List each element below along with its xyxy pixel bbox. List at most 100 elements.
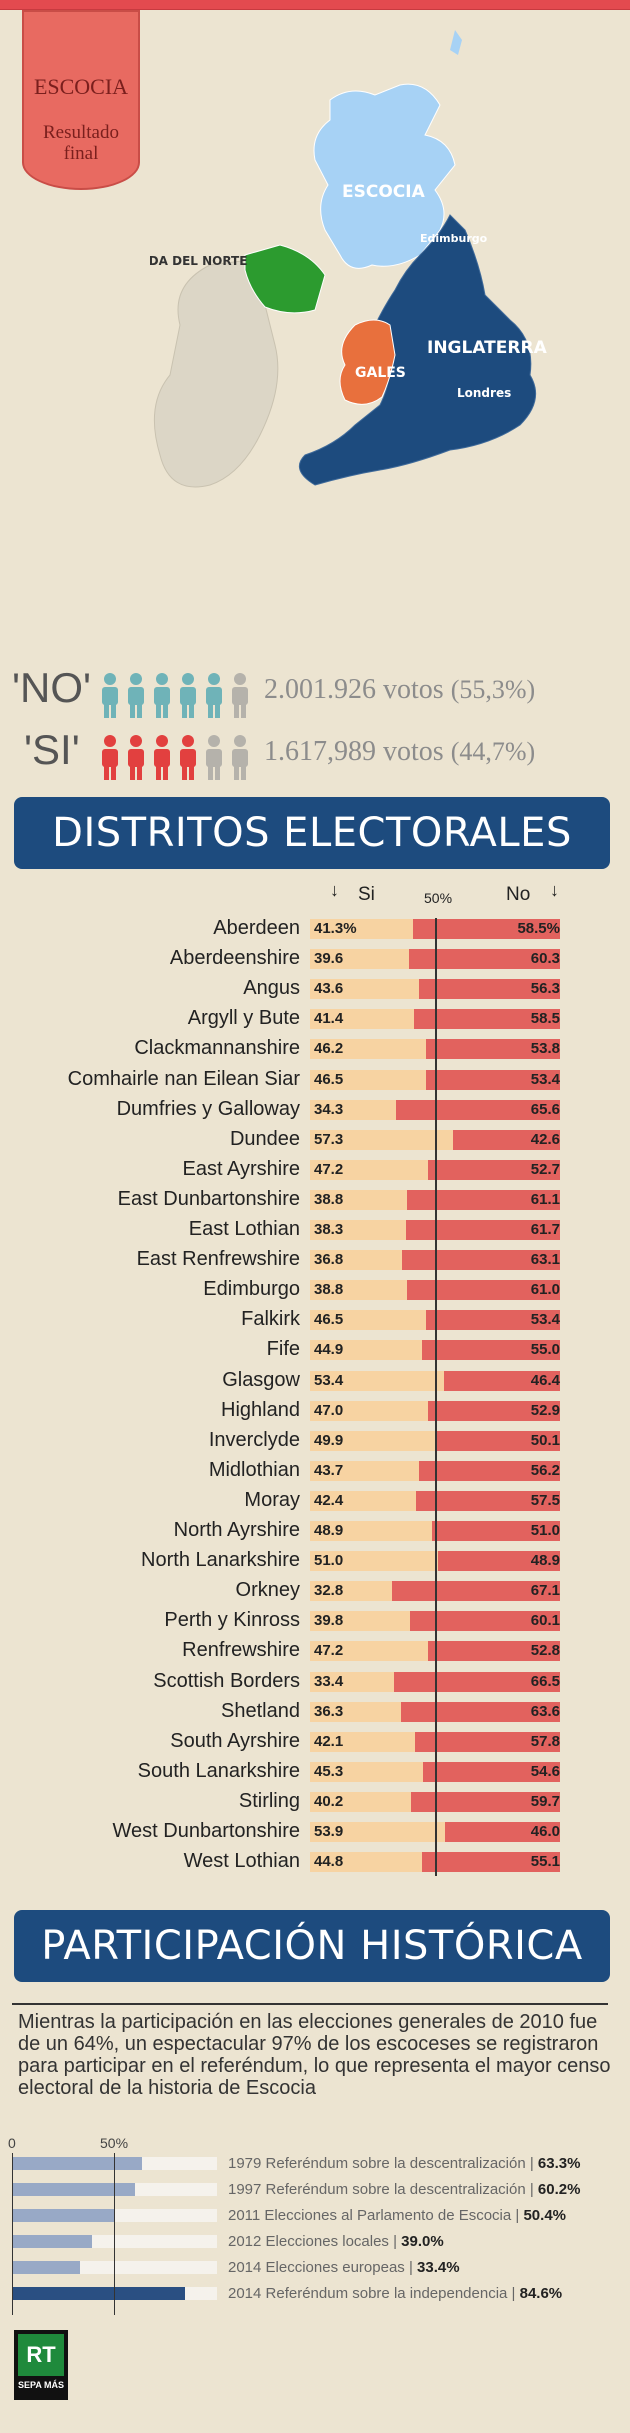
si-bar xyxy=(310,1731,416,1752)
si-value-label: 47.0 xyxy=(314,1401,344,1419)
si-value-label: 36.8 xyxy=(314,1251,344,1269)
person-icon xyxy=(154,735,170,780)
no-bar xyxy=(415,1731,560,1752)
no-value-label: 52.7 xyxy=(530,1160,560,1178)
si-people-icons xyxy=(102,735,248,780)
participation-election: 2012 Elecciones locales xyxy=(228,2233,389,2250)
participation-value: 39.0% xyxy=(401,2233,444,2250)
no-votes-count: 2.001.926 votos xyxy=(264,674,444,705)
district-row: Inverclyde 49.9 50.1 xyxy=(0,1428,630,1452)
district-name: Comhairle nan Eilean Siar xyxy=(67,1067,300,1090)
participation-chart: 0 50% 1979 Referéndum sobre la descentra… xyxy=(0,2135,630,2325)
no-value-label: 60.3 xyxy=(530,950,560,968)
participation-value: 60.2% xyxy=(537,2181,581,2198)
participation-value: 63.3% xyxy=(537,2155,581,2172)
si-bar xyxy=(310,1460,420,1481)
no-value-label: 63.6 xyxy=(530,1702,560,1720)
si-bar xyxy=(310,1189,408,1210)
no-value-label: 55.1 xyxy=(530,1853,560,1871)
si-value-label: 49.9 xyxy=(314,1431,344,1449)
district-name: Orkney xyxy=(235,1579,300,1602)
district-row: Glasgow 53.4 46.4 xyxy=(0,1368,630,1392)
no-bar xyxy=(444,1822,560,1842)
si-votes-count: 1.617,989 votos xyxy=(264,736,444,767)
participation-row: 1997 Referéndum sobre la descentralizaci… xyxy=(12,2181,622,2199)
no-arrow: ↓ xyxy=(550,880,559,900)
person-icon xyxy=(180,735,196,780)
no-value-label: 60.1 xyxy=(530,1612,560,1630)
districts-chart: ↓ Si 50% No ↓ Aberdeen 41.3% 58.5% Aberdeen… xyxy=(0,878,630,1888)
district-name: Midlothian xyxy=(208,1458,300,1481)
participation-label: 1979 Referéndum sobre la descentralizaci… xyxy=(228,2155,580,2173)
district-name: Stirling xyxy=(238,1789,300,1812)
no-value-label: 65.6 xyxy=(530,1100,560,1118)
separator: | xyxy=(388,2233,402,2250)
no-value-label: 52.9 xyxy=(530,1401,560,1419)
si-value-label: 33.4 xyxy=(314,1672,344,1690)
participation-bar xyxy=(12,2183,136,2196)
no-value-label: 63.1 xyxy=(530,1251,560,1269)
participation-label: 1997 Referéndum sobre la descentralizaci… xyxy=(228,2181,580,2199)
axis-label-50: 50% xyxy=(100,2135,129,2151)
district-name: Renfrewshire xyxy=(182,1639,300,1662)
no-value-label: 57.8 xyxy=(530,1732,560,1750)
si-value-label: 46.5 xyxy=(314,1311,344,1329)
si-value-label: 38.3 xyxy=(314,1221,344,1238)
midpoint-header: 50% xyxy=(424,890,453,906)
district-row: Argyll y Bute 41.4 58.5 xyxy=(0,1006,630,1030)
no-bar xyxy=(416,1490,560,1511)
no-bar xyxy=(407,1189,560,1210)
si-bar xyxy=(310,1791,411,1812)
no-bar xyxy=(437,1551,560,1572)
district-name: East Renfrewshire xyxy=(136,1248,300,1271)
si-votes-pct: (44,7%) xyxy=(450,737,536,766)
si-bar xyxy=(310,1099,396,1120)
district-row: East Renfrewshire 36.8 63.1 xyxy=(0,1247,630,1271)
no-value-label: 56.2 xyxy=(530,1461,560,1479)
si-value-label: 32.8 xyxy=(314,1582,344,1600)
si-bar xyxy=(310,1009,414,1030)
zero-line xyxy=(12,2153,13,2315)
no-bar xyxy=(410,1791,560,1812)
person-icon xyxy=(232,673,248,718)
si-value-label: 41.4 xyxy=(314,1010,344,1028)
district-name: Scottish Borders xyxy=(153,1669,300,1692)
district-name: Moray xyxy=(244,1488,300,1511)
district-row: Stirling 40.2 59.7 xyxy=(0,1789,630,1813)
si-bar xyxy=(310,1430,435,1451)
si-bar xyxy=(310,1852,423,1873)
district-name: Argyll y Bute xyxy=(187,1007,300,1030)
district-name: Dumfries y Galloway xyxy=(116,1097,300,1120)
si-value-label: 53.4 xyxy=(314,1371,344,1389)
district-name: Perth y Kinross xyxy=(164,1609,300,1632)
district-row: Comhairle nan Eilean Siar 46.5 53.4 xyxy=(0,1067,630,1091)
district-name: Aberdeenshire xyxy=(169,947,300,970)
no-value-label: 58.5 xyxy=(530,1010,560,1028)
si-bar xyxy=(310,1159,429,1180)
label-scotland: ESCOCIA xyxy=(342,182,426,202)
district-row: Angus 43.6 56.3 xyxy=(0,976,630,1000)
divider xyxy=(12,2003,608,2005)
district-name: Glasgow xyxy=(222,1368,300,1391)
participation-election: 1997 Referéndum sobre la descentralizaci… xyxy=(228,2181,526,2198)
participation-election: 2014 Elecciones europeas xyxy=(228,2259,405,2276)
label-england: INGLATERRA xyxy=(427,338,548,358)
si-bar xyxy=(310,1310,427,1331)
si-value-label: 38.8 xyxy=(314,1281,344,1299)
district-row: Renfrewshire 47.2 52.8 xyxy=(0,1638,630,1662)
si-bar xyxy=(310,1370,444,1391)
si-value-label: 38.8 xyxy=(314,1190,344,1208)
separator: | xyxy=(404,2259,418,2276)
si-value-label: 42.1 xyxy=(314,1732,344,1750)
si-bar xyxy=(310,1761,424,1782)
no-bar xyxy=(409,1611,560,1632)
no-value-label: 53.4 xyxy=(530,1311,560,1329)
no-bar xyxy=(422,1852,560,1873)
uk-map: ESCOCIA Edimburgo IRLANDA DEL NORTE INGL… xyxy=(150,30,548,488)
si-value-label: 46.5 xyxy=(314,1070,344,1088)
si-value-label: 39.8 xyxy=(314,1612,344,1630)
participation-value: 33.4% xyxy=(417,2259,460,2276)
person-icon xyxy=(102,735,118,780)
label-london: Londres xyxy=(457,386,511,400)
no-bar xyxy=(409,949,560,970)
